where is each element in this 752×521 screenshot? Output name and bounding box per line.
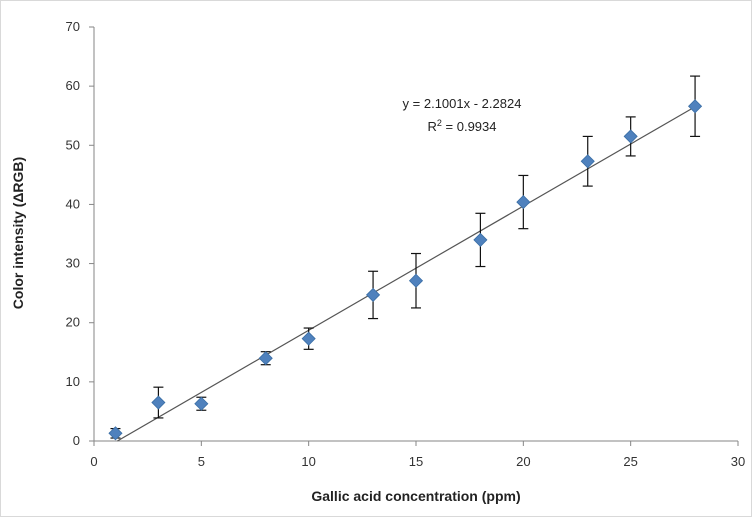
trendline	[117, 106, 696, 442]
y-tick-label: 10	[66, 374, 80, 389]
data-point	[301, 331, 316, 346]
tick-labels: 0 10 20 30 40 50 60 70 0 5 10 15 20 25 30	[66, 19, 746, 469]
data-point	[366, 287, 381, 302]
y-tick-label: 30	[66, 256, 80, 271]
x-tick-label: 15	[409, 454, 423, 469]
y-tick-label: 20	[66, 315, 80, 330]
data-point	[580, 154, 595, 169]
r-squared-prefix: R	[428, 119, 437, 134]
error-bars	[110, 75, 701, 439]
trendline-group	[117, 106, 696, 442]
y-axis-title: Color intensity (ΔRGB)	[10, 157, 26, 309]
r-squared-exponent: 2	[437, 118, 442, 128]
data-point	[108, 426, 123, 441]
x-tick-label: 10	[301, 454, 315, 469]
r-squared-value: = 0.9934	[442, 119, 497, 134]
x-axis-title: Gallic acid concentration (ppm)	[311, 488, 520, 504]
data-point	[194, 396, 209, 411]
data-point	[516, 194, 531, 210]
y-tick-label: 70	[66, 19, 80, 34]
data-points	[108, 99, 703, 441]
data-point	[258, 351, 273, 366]
y-tick-label: 0	[73, 433, 80, 448]
y-tick-label: 40	[66, 196, 80, 211]
x-tick-label: 5	[198, 454, 205, 469]
x-tick-label: 30	[731, 454, 745, 469]
x-tick-label: 25	[623, 454, 637, 469]
trendline-equation: y = 2.1001x - 2.2824	[403, 96, 522, 111]
data-point	[151, 395, 166, 410]
r-squared-label: R2 = 0.9934	[428, 118, 497, 134]
data-point	[688, 99, 703, 114]
x-tick-label: 20	[516, 454, 530, 469]
axes	[89, 26, 739, 446]
data-point	[473, 232, 488, 247]
data-point	[623, 129, 638, 144]
x-tick-label: 0	[90, 454, 97, 469]
data-point	[408, 273, 424, 288]
y-tick-label: 50	[66, 137, 80, 152]
y-tick-label: 60	[66, 78, 80, 93]
